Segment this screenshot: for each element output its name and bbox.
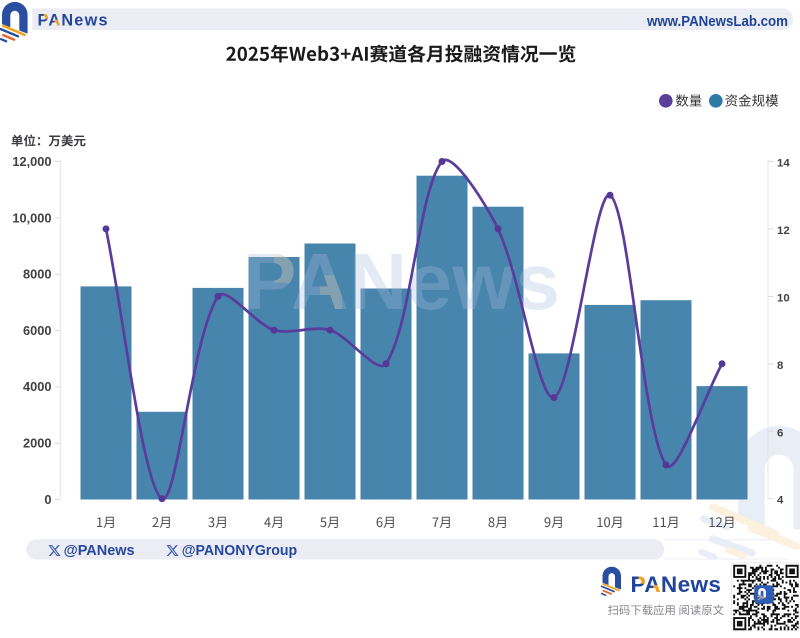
svg-text:12,000: 12,000 xyxy=(12,154,51,169)
svg-text:PANews: PANews xyxy=(631,572,722,597)
svg-text:10,000: 10,000 xyxy=(12,210,51,225)
svg-text:6: 6 xyxy=(777,427,783,439)
svg-text:8: 8 xyxy=(777,360,783,372)
svg-text:10: 10 xyxy=(777,292,790,304)
svg-text:PANews: PANews xyxy=(38,11,108,29)
svg-text:2000: 2000 xyxy=(23,436,51,451)
svg-text:6000: 6000 xyxy=(23,323,51,338)
svg-text:14: 14 xyxy=(777,158,790,170)
svg-text:4000: 4000 xyxy=(23,379,51,394)
svg-text:@PANews: @PANews xyxy=(64,543,135,559)
svg-text:@PANONYGroup: @PANONYGroup xyxy=(182,543,298,559)
svg-text:12: 12 xyxy=(777,225,790,237)
svg-text:www.PANewsLab.com: www.PANewsLab.com xyxy=(646,14,788,30)
svg-text:4: 4 xyxy=(777,495,784,507)
svg-text:8000: 8000 xyxy=(23,267,51,282)
svg-text:0: 0 xyxy=(44,492,51,507)
